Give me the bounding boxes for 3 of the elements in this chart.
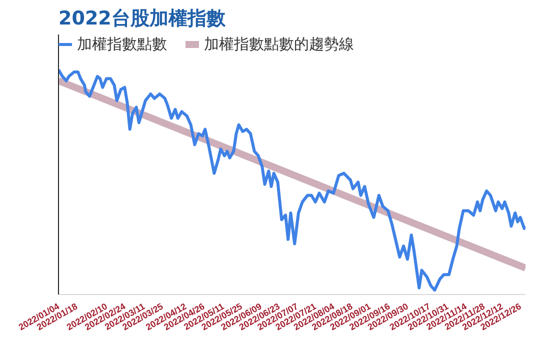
chart-title: 2022台股加權指數 [58,8,226,30]
legend-label: 加權指數點數 [77,34,167,54]
legend-label: 加權指數點數的趨勢線 [204,34,354,54]
